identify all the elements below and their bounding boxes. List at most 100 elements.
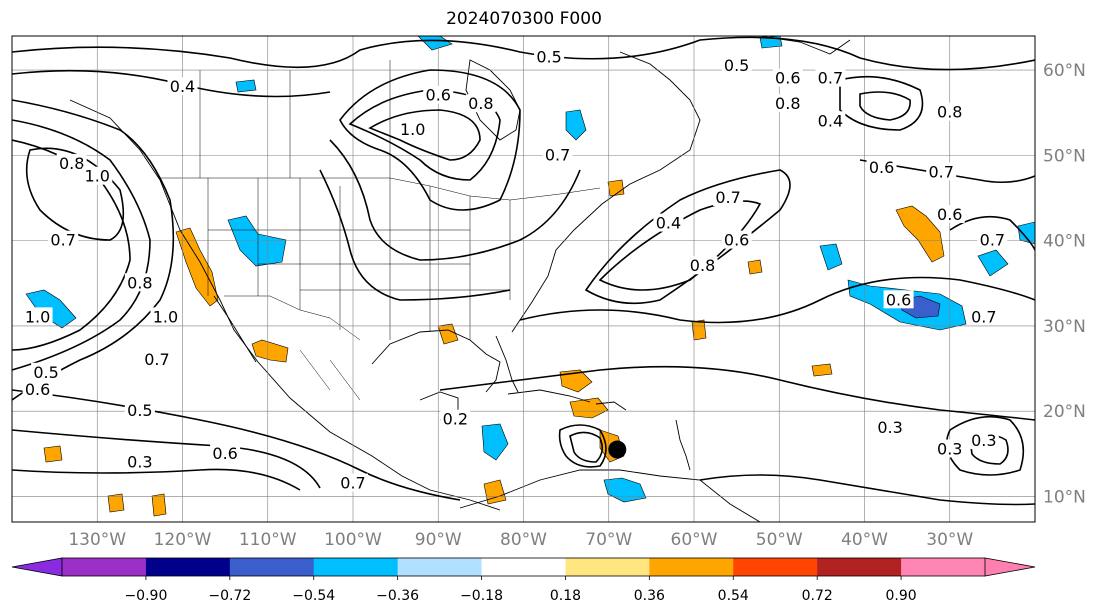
- colorbar-segment: [565, 558, 650, 576]
- contour-line: [339, 69, 521, 211]
- contour-line: [12, 429, 321, 489]
- map-frame: [11, 35, 1036, 523]
- contour-label-halo: [772, 68, 803, 87]
- contour-label: 0.7: [818, 69, 843, 88]
- contour-label: 0.4: [170, 77, 195, 96]
- contour-label-halo: [31, 362, 62, 381]
- contour-label: 1.0: [400, 120, 425, 139]
- contour-label: 0.7: [980, 231, 1005, 250]
- contour-line: [519, 276, 1035, 324]
- colorbar-segment: [62, 558, 147, 576]
- contour-label-halo: [56, 153, 87, 172]
- contour-label-halo: [653, 213, 684, 232]
- contour-line: [949, 215, 1035, 251]
- contour-label-halo: [866, 158, 897, 177]
- contour-line: [348, 89, 501, 181]
- contour-label: 1.0: [85, 167, 110, 186]
- us-east-coast: [511, 183, 631, 333]
- contour-label-halo: [440, 409, 471, 428]
- orange-patch: [107, 493, 125, 513]
- contour-line: [329, 139, 581, 261]
- contour-label: 0.8: [127, 273, 152, 292]
- contour-label: 0.8: [690, 256, 715, 275]
- contour-label-halo: [141, 350, 172, 368]
- colorbar-segment: [481, 558, 566, 576]
- contour-label-halo: [82, 166, 113, 185]
- contour-label-halo: [150, 307, 181, 326]
- contour-label-halo: [167, 77, 198, 96]
- colorbar-segment: [733, 558, 818, 576]
- orange-patch: [811, 363, 833, 377]
- contour-line: [439, 365, 1035, 421]
- cuba: [507, 389, 591, 403]
- map-title: 2024070300 F000: [446, 9, 602, 29]
- contour-line: [598, 200, 762, 291]
- contour-label: 0.2: [443, 410, 468, 429]
- orange-patch: [895, 205, 945, 263]
- contour-label-halo: [934, 439, 965, 458]
- longitude-tick-label: 110°W: [239, 530, 297, 550]
- contour-label: 0.3: [937, 440, 962, 459]
- contour-label-halo: [977, 230, 1008, 249]
- latitude-tick-label: 50°N: [1043, 146, 1086, 166]
- contour-label-halo: [926, 162, 957, 181]
- contour-label-halo: [423, 85, 454, 104]
- latitude-tick-labels: 60°N 50°N 40°N 30°N 20°N 10°N: [1043, 61, 1086, 507]
- orange-patch: [151, 493, 167, 517]
- contour-label-halo: [815, 68, 846, 87]
- latitude-tick-label: 10°N: [1043, 487, 1086, 507]
- blue-patch: [417, 36, 453, 51]
- colorbar-tick-label: 0.36: [634, 588, 665, 604]
- blue-patch: [227, 215, 287, 267]
- contour-labels: 0.40.81.00.70.81.01.00.70.60.50.50.3 0.60…: [22, 47, 1008, 493]
- contour-label: 0.6: [937, 205, 962, 224]
- contour-label: 0.6: [426, 86, 451, 105]
- contour-line: [12, 468, 301, 491]
- contour-label: 0.5: [33, 363, 58, 382]
- contour-label: 0.5: [127, 401, 152, 420]
- contour-label: 0.7: [50, 231, 75, 250]
- colorbar-segment: [397, 558, 483, 576]
- colorbar-tick-label: 0.90: [886, 588, 917, 604]
- contour-label-halo: [48, 230, 79, 249]
- contour-label-halo: [713, 188, 744, 206]
- longitude-tick-label: 80°W: [500, 530, 547, 550]
- longitude-tick-label: 40°W: [841, 530, 888, 550]
- contour-line: [368, 109, 481, 161]
- contour-line: [569, 431, 604, 463]
- contour-label: 1.0: [153, 307, 178, 326]
- contour-label-halo: [968, 431, 999, 449]
- contour-label-halo: [721, 230, 752, 249]
- orange-patch: [569, 397, 609, 419]
- south-america: [459, 469, 761, 522]
- colorbar-tick-label: 0.18: [550, 588, 581, 604]
- blue-patch: [1017, 221, 1035, 245]
- contour-label: 0.5: [536, 47, 561, 66]
- orange-patch: [43, 445, 63, 463]
- contour-label-halo: [22, 379, 53, 398]
- political-borders: [160, 60, 601, 401]
- contour-label-halo: [687, 256, 718, 275]
- contour-label: 0.5: [724, 56, 749, 75]
- colorbar-tick-label: −0.54: [292, 588, 335, 604]
- blue-patch: [977, 249, 1009, 277]
- longitude-tick-label: 100°W: [324, 530, 382, 550]
- longitude-tick-label: 90°W: [415, 530, 462, 550]
- orange-patch: [251, 339, 289, 363]
- longitude-tick-label: 130°W: [68, 530, 126, 550]
- colorbar-tick-label: −0.90: [124, 588, 167, 604]
- orange-patch: [747, 259, 763, 275]
- contour-label-halo: [721, 55, 752, 74]
- canada-east: [619, 51, 701, 185]
- orange-patch: [483, 479, 507, 505]
- contour-label-halo: [465, 94, 496, 113]
- blue-patch: [819, 243, 843, 271]
- contour-label: 0.6: [775, 69, 800, 88]
- contour-line: [945, 415, 1025, 476]
- colorbar-tick-label: −0.72: [208, 588, 251, 604]
- contour-label: 0.6: [886, 290, 911, 309]
- colorbar-tick-label: 0.54: [718, 588, 749, 604]
- colorbar-tick-label: −0.36: [376, 588, 419, 604]
- longitude-tick-label: 50°W: [756, 530, 803, 550]
- contour-label: 0.7: [340, 474, 365, 493]
